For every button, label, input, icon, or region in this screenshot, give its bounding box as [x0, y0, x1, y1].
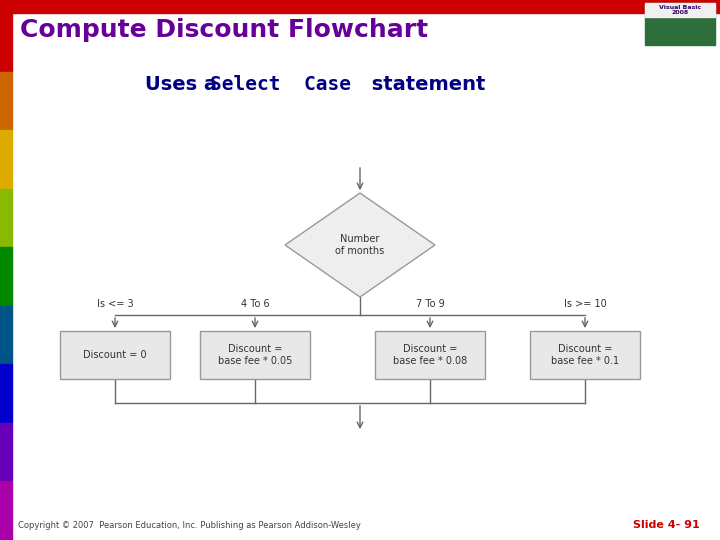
- Text: Is <= 3: Is <= 3: [96, 299, 133, 309]
- Bar: [530, 331, 640, 379]
- Bar: [0, 13, 12, 72]
- Bar: [200, 331, 310, 379]
- Bar: [0, 482, 12, 540]
- Bar: [0, 247, 12, 306]
- Polygon shape: [285, 193, 435, 297]
- Text: Discount =
base fee * 0.05: Discount = base fee * 0.05: [218, 344, 292, 366]
- Bar: [0, 72, 12, 130]
- Text: statement: statement: [365, 76, 485, 94]
- Text: Discount =
base fee * 0.1: Discount = base fee * 0.1: [551, 344, 619, 366]
- Bar: [645, 3, 715, 17]
- Text: Number
of months: Number of months: [336, 234, 384, 256]
- Text: Is >= 10: Is >= 10: [564, 299, 606, 309]
- Text: Discount = 0: Discount = 0: [84, 350, 147, 360]
- Bar: [375, 331, 485, 379]
- Text: Copyright © 2007  Pearson Education, Inc. Publishing as Pearson Addison-Wesley: Copyright © 2007 Pearson Education, Inc.…: [18, 521, 361, 530]
- Text: Uses a: Uses a: [145, 76, 224, 94]
- Bar: [0, 423, 12, 482]
- Text: Slide 4- 91: Slide 4- 91: [634, 520, 700, 530]
- Bar: [60, 331, 170, 379]
- Text: Discount =
base fee * 0.08: Discount = base fee * 0.08: [393, 344, 467, 366]
- Text: Visual Basic
2008: Visual Basic 2008: [659, 5, 701, 16]
- Bar: [0, 188, 12, 247]
- Text: 4 To 6: 4 To 6: [240, 299, 269, 309]
- Bar: [0, 364, 12, 423]
- Bar: [645, 3, 715, 45]
- Text: Select  Case: Select Case: [210, 76, 351, 94]
- Bar: [0, 130, 12, 188]
- Text: Compute Discount Flowchart: Compute Discount Flowchart: [20, 18, 428, 42]
- Text: 7 To 9: 7 To 9: [415, 299, 444, 309]
- Bar: [0, 0, 720, 13]
- Bar: [0, 306, 12, 365]
